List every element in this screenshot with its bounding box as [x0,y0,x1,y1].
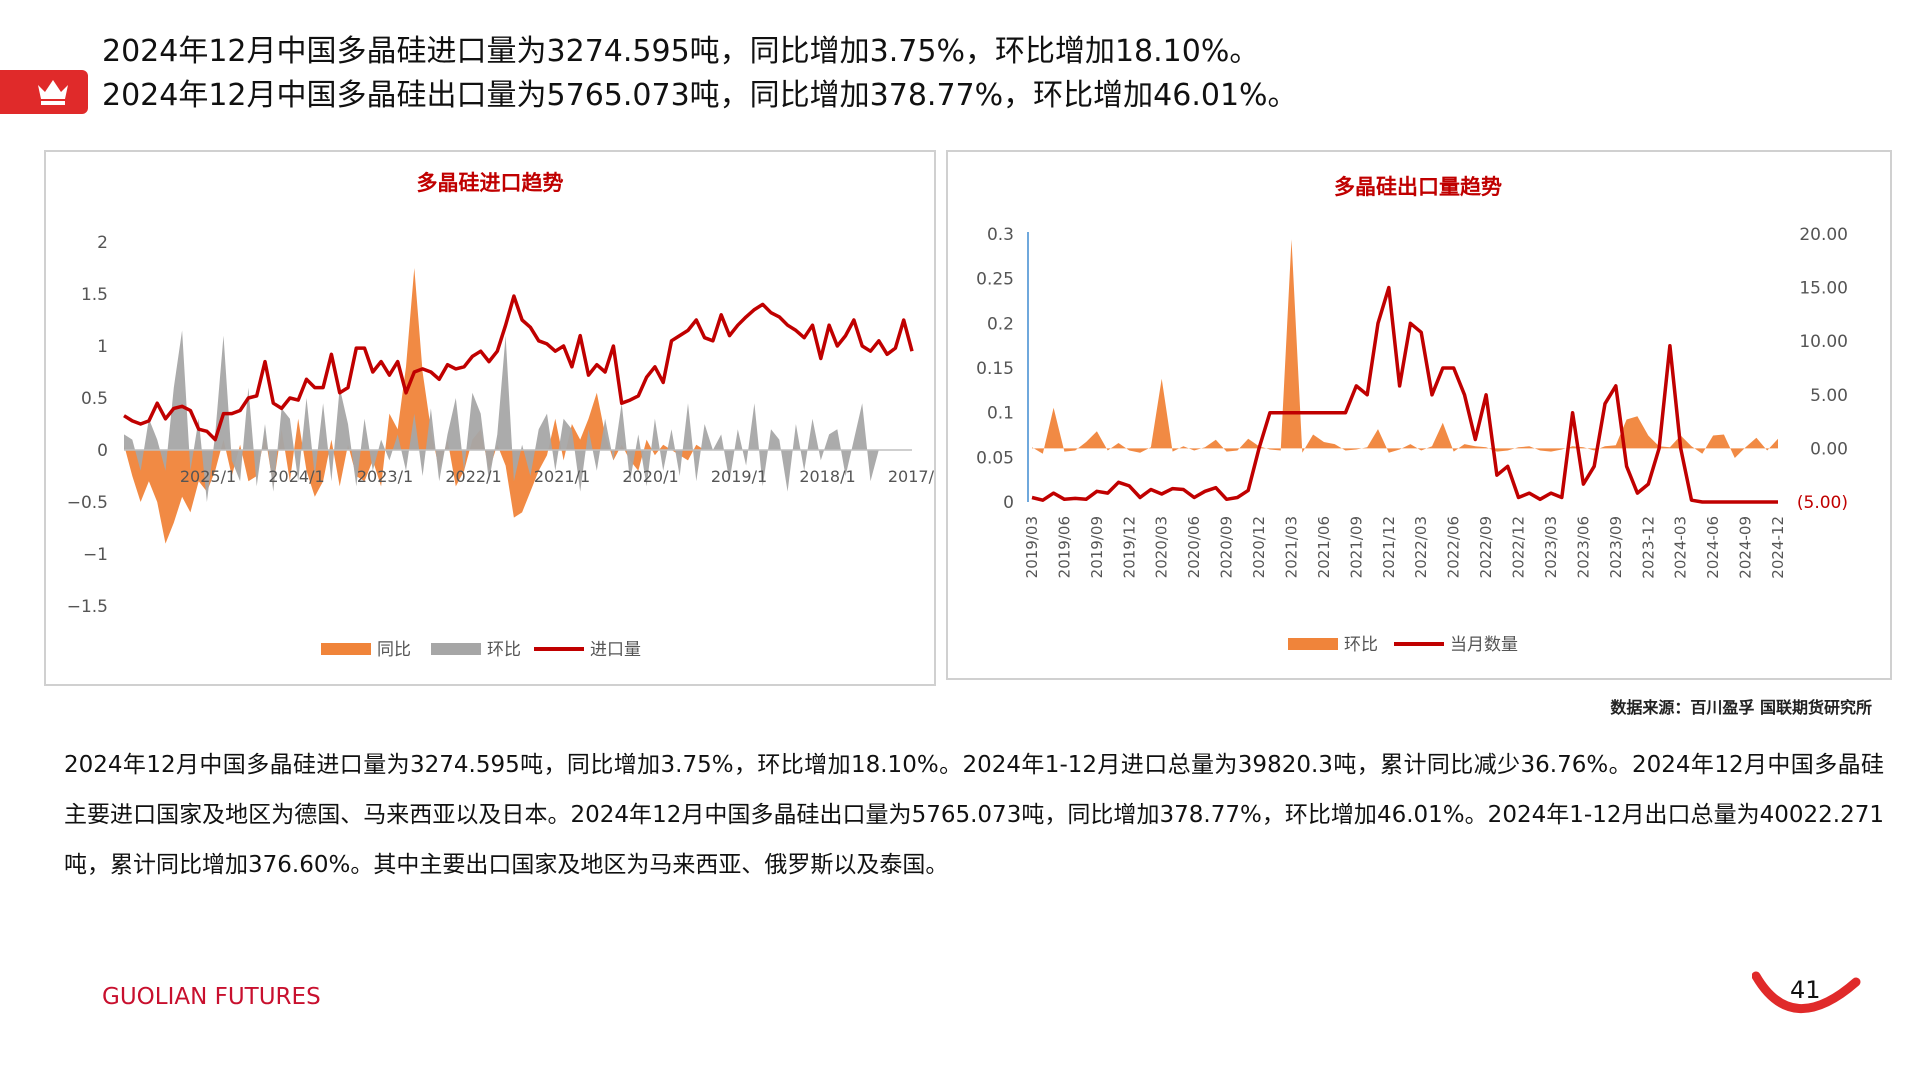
y-left-tick-label: 0.2 [987,314,1014,334]
series-area-同比 [124,268,912,544]
legend-swatch-环比 [431,643,481,655]
y-left-tick-label: 0.25 [976,270,1014,290]
x-tick-label: 2023-12 [1639,516,1657,579]
y-tick-label: −1.5 [67,597,108,617]
export-chart-panel: 多晶硅出口量趋势 0.3 0.25 0.2 0.15 0.1 0.05 0 20.00 15.00… [946,150,1892,680]
y-tick-label: 2 [97,233,108,253]
x-tick-label: 2021/12 [1380,516,1398,578]
x-tick-label: 2022/12 [1510,516,1528,578]
y-tick-label: −0.5 [67,493,108,513]
x-tick-label: 2020/12 [1250,516,1268,578]
x-tick-label: 2019/06 [1055,516,1073,578]
x-tick-label: 2023/1 [357,467,413,486]
crown-icon [38,80,68,105]
series-line-当月数量 [1031,285,1778,504]
headline-export: 2024年12月中国多晶硅出口量为5765.073吨，同比增加378.77%，环… [102,78,1298,113]
legend-label: 同比 [377,640,411,660]
x-tick-label: 2017/1 [888,467,934,486]
x-tick-label: 2022/03 [1412,516,1430,578]
x-tick-label: 2019/09 [1088,516,1106,578]
data-source: 数据来源：百川盈孚 国联期货研究所 [1610,698,1872,717]
legend-swatch-环比 [1288,638,1338,650]
y-right-tick-label: 5.00 [1810,386,1848,406]
y-left-tick-label: 0.3 [987,225,1014,245]
legend-label: 环比 [487,640,521,660]
x-tick-label: 2023/06 [1574,516,1592,578]
footer-brand: GUOLIAN FUTURES [102,984,321,1010]
x-tick-label: 2025/1 [180,467,236,486]
x-tick-label: 2022/1 [445,467,501,486]
x-tick-label: 2023/09 [1607,516,1625,578]
series-line-进口量 [123,294,914,442]
x-tick-label: 2018/1 [799,467,855,486]
y-right-tick-label: 15.00 [1799,279,1848,299]
y-tick-label: 0.5 [81,389,108,409]
chart-title: 多晶硅出口量趋势 [1334,174,1502,199]
x-tick-label: 2021/09 [1347,516,1365,578]
page-number: 41 [1790,976,1821,1004]
x-tick-label: 2022/06 [1445,516,1463,578]
import-trend-chart: 多晶硅进口趋势 2 1.5 1 0.5 0 −0.5 −1 −1.5 2025/1 2024/1 20… [67,170,934,660]
legend-swatch-同比 [321,643,371,655]
x-tick-label: 2019/03 [1023,516,1041,578]
y-tick-label: 1.5 [81,285,108,305]
x-tick-label: 2022/09 [1477,516,1495,578]
x-tick-label: 2021/1 [534,467,590,486]
import-chart-panel: 多晶硅进口趋势 2 1.5 1 0.5 0 −0.5 −1 −1.5 2025/1 2024/1 20… [44,150,936,686]
y-right-tick-label: 10.00 [1799,332,1848,352]
y-left-tick-label: 0 [1003,493,1014,513]
y-right-tick-label: 0.00 [1810,439,1848,459]
x-tick-label: 2020/06 [1185,516,1203,578]
x-tick-label: 2021/03 [1283,516,1301,578]
x-tick-label: 2024-06 [1704,516,1722,579]
x-tick-label: 2024-12 [1769,516,1787,579]
x-tick-label: 2024/1 [268,467,324,486]
x-tick-label: 2019/1 [711,467,767,486]
y-right-tick-label: 20.00 [1799,225,1848,245]
y-tick-label: −1 [83,545,108,565]
x-tick-label: 2020/1 [622,467,678,486]
x-tick-label: 2019/12 [1120,516,1138,578]
y-tick-label: 1 [97,337,108,357]
legend-label: 进口量 [590,640,641,660]
x-tick-label: 2020/09 [1218,516,1236,578]
page-arc-decoration [1752,971,1861,1013]
series-area-环比 [124,330,912,502]
x-tick-label: 2020/03 [1153,516,1171,578]
crown-tab [0,70,88,114]
y-left-tick-label: 0.05 [976,448,1014,468]
chart-title: 多晶硅进口趋势 [417,170,564,195]
y-tick-label: 0 [97,441,108,461]
legend-label: 当月数量 [1450,635,1518,655]
legend-label: 环比 [1344,635,1378,655]
x-tick-label: 2024-09 [1737,516,1755,579]
x-tick-label: 2021/06 [1315,516,1333,578]
x-tick-label: 2024-03 [1672,516,1690,579]
y-right-tick-label: (5.00) [1797,493,1848,513]
export-trend-chart: 多晶硅出口量趋势 0.3 0.25 0.2 0.15 0.1 0.05 0 20.00 15.00… [976,174,1848,655]
x-tick-label: 2023/03 [1542,516,1560,578]
y-left-tick-label: 0.1 [987,404,1014,424]
headline-import: 2024年12月中国多晶硅进口量为3274.595吨，同比增加3.75%，环比增… [102,34,1260,69]
y-left-tick-label: 0.15 [976,359,1014,379]
body-paragraph: 2024年12月中国多晶硅进口量为3274.595吨，同比增加3.75%，环比增… [64,752,1884,878]
